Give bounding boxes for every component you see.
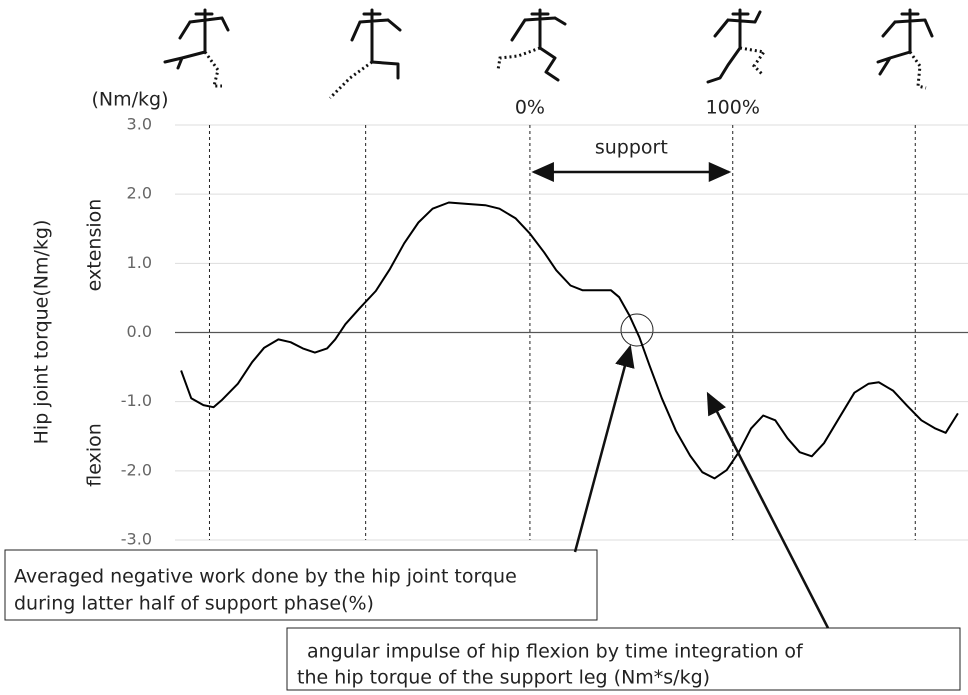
region-label: flexion [84, 423, 106, 487]
y-tick-label: 0.0 [127, 322, 152, 341]
y-axis-label: Hip joint torque(Nm/kg) [31, 220, 53, 445]
y-tick-label: -2.0 [121, 460, 152, 479]
annotation-box [286, 627, 961, 691]
y-unit: (Nm/kg) [91, 89, 168, 111]
y-tick-label: 1.0 [127, 253, 152, 272]
y-tick-label: -1.0 [121, 391, 152, 410]
crossing-circle [620, 313, 654, 347]
x-tick-label: 100% [706, 97, 760, 119]
annotation-box [4, 549, 598, 621]
annotation-text: during latter half of support phase(%) [14, 593, 374, 615]
support-label: support [595, 137, 668, 159]
series-line [180, 201, 959, 480]
annotation-text: angular impulse of hip flexion by time i… [307, 641, 804, 663]
y-tick-label: -3.0 [121, 530, 152, 549]
region-label: extension [84, 199, 106, 292]
annotation-text: the hip torque of the support leg (Nm*s/… [297, 667, 710, 689]
annotation-arrow [573, 344, 635, 553]
x-tick-label: 0% [515, 97, 545, 119]
annotation-text: Averaged negative work done by the hip j… [14, 566, 517, 588]
annotation-arrow [706, 391, 830, 629]
y-tick-label: 2.0 [127, 184, 152, 203]
y-tick-label: 3.0 [127, 115, 152, 134]
runner-figures [163, 8, 934, 100]
